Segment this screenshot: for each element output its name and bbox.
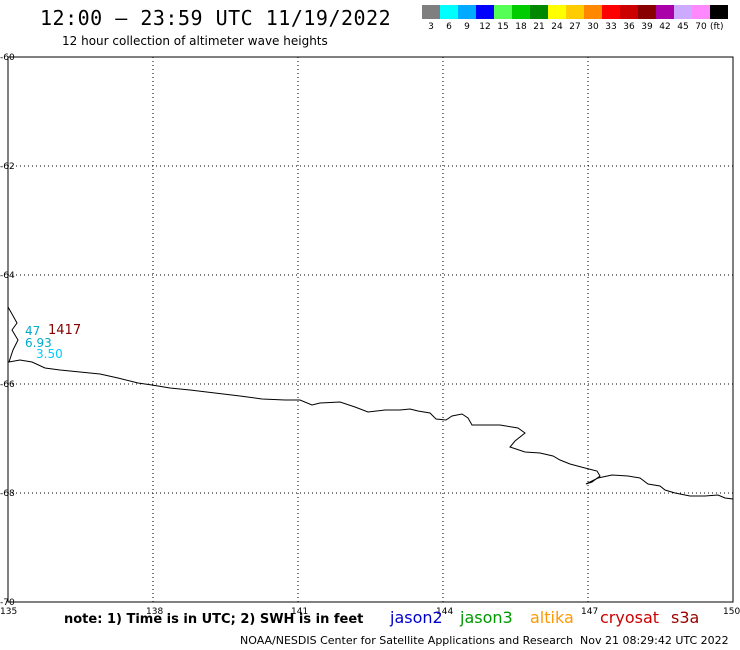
legend-swatch <box>584 5 602 19</box>
wave-height-value: 47 <box>25 324 41 338</box>
legend-swatch <box>476 5 494 19</box>
legend-swatch <box>656 5 674 19</box>
legend-label: 15 <box>497 22 509 32</box>
legend-label: 3 <box>428 22 434 32</box>
longitude-tick-label: 147 <box>581 607 598 617</box>
satellite-jason3: jason3 <box>460 608 513 627</box>
legend-label: 24 <box>551 22 563 32</box>
legend-label: 70 <box>695 22 707 32</box>
legend-label: 36 <box>623 22 635 32</box>
axis-tick-labels: 135 138 141 144 147 150 -60 -62 -64 -66 -68 -70 <box>0 53 740 617</box>
legend-swatch <box>602 5 620 19</box>
longitude-tick-label: 144 <box>436 607 453 617</box>
legend-label: 45 <box>677 22 689 32</box>
legend-swatch <box>692 5 710 19</box>
generation-timestamp: Nov 21 08:29:42 UTC 2022 <box>580 634 729 647</box>
legend-label: 27 <box>569 22 581 32</box>
latitude-tick-label: -62 <box>0 162 15 172</box>
longitude-tick-label: 135 <box>0 607 17 617</box>
latitude-tick-label: -68 <box>0 489 15 499</box>
legend-swatch <box>512 5 530 19</box>
time-value: 1417 <box>48 323 82 338</box>
satellite-jason2: jason2 <box>390 608 443 627</box>
longitude-tick-label: 138 <box>146 607 163 617</box>
legend-swatch <box>530 5 548 19</box>
legend-label: 18 <box>515 22 527 32</box>
graticule-grid <box>8 57 733 602</box>
map-frame <box>7 56 734 603</box>
satellite-cryosat: cryosat <box>600 608 660 627</box>
longitude-tick-label: 141 <box>291 607 308 617</box>
legend-swatch <box>674 5 692 19</box>
footnote: note: 1) Time is in UTC; 2) SWH is in fe… <box>64 612 364 627</box>
antarctic-coastline <box>7 306 734 500</box>
legend-label: 12 <box>479 22 491 32</box>
latitude-tick-label: -70 <box>0 598 15 608</box>
legend-label: 42 <box>659 22 671 32</box>
legend-swatch <box>548 5 566 19</box>
legend-label: 9 <box>464 22 470 32</box>
latitude-tick-label: -64 <box>0 271 15 281</box>
latitude-tick-label: -60 <box>0 53 15 63</box>
satellite-altika: altika <box>530 608 574 627</box>
legend-label: 6 <box>446 22 452 32</box>
legend-swatch <box>458 5 476 19</box>
map-subtitle: 12 hour collection of altimeter wave hei… <box>62 34 328 48</box>
legend-label: 33 <box>605 22 617 32</box>
wave-height-value: 3.50 <box>36 347 63 361</box>
legend-swatch <box>422 5 440 19</box>
latitude-tick-label: -66 <box>0 380 15 390</box>
satellite-s3a: s3a <box>671 608 700 627</box>
legend-swatch <box>494 5 512 19</box>
wave-height-value: 6.93 <box>25 336 52 350</box>
legend-label: 21 <box>533 22 545 32</box>
legend-swatch <box>620 5 638 19</box>
legend-label: 39 <box>641 22 653 32</box>
legend-swatch <box>440 5 458 19</box>
legend-swatch <box>638 5 656 19</box>
legend-unit: (ft) <box>710 22 724 32</box>
longitude-tick-label: 150 <box>723 607 740 617</box>
credit-line: NOAA/NESDIS Center for Satellite Applica… <box>240 634 574 647</box>
legend-swatch <box>710 5 728 19</box>
legend-swatch <box>566 5 584 19</box>
legend-label: 30 <box>587 22 599 32</box>
map-title: 12:00 – 23:59 UTC 11/19/2022 <box>40 6 392 30</box>
